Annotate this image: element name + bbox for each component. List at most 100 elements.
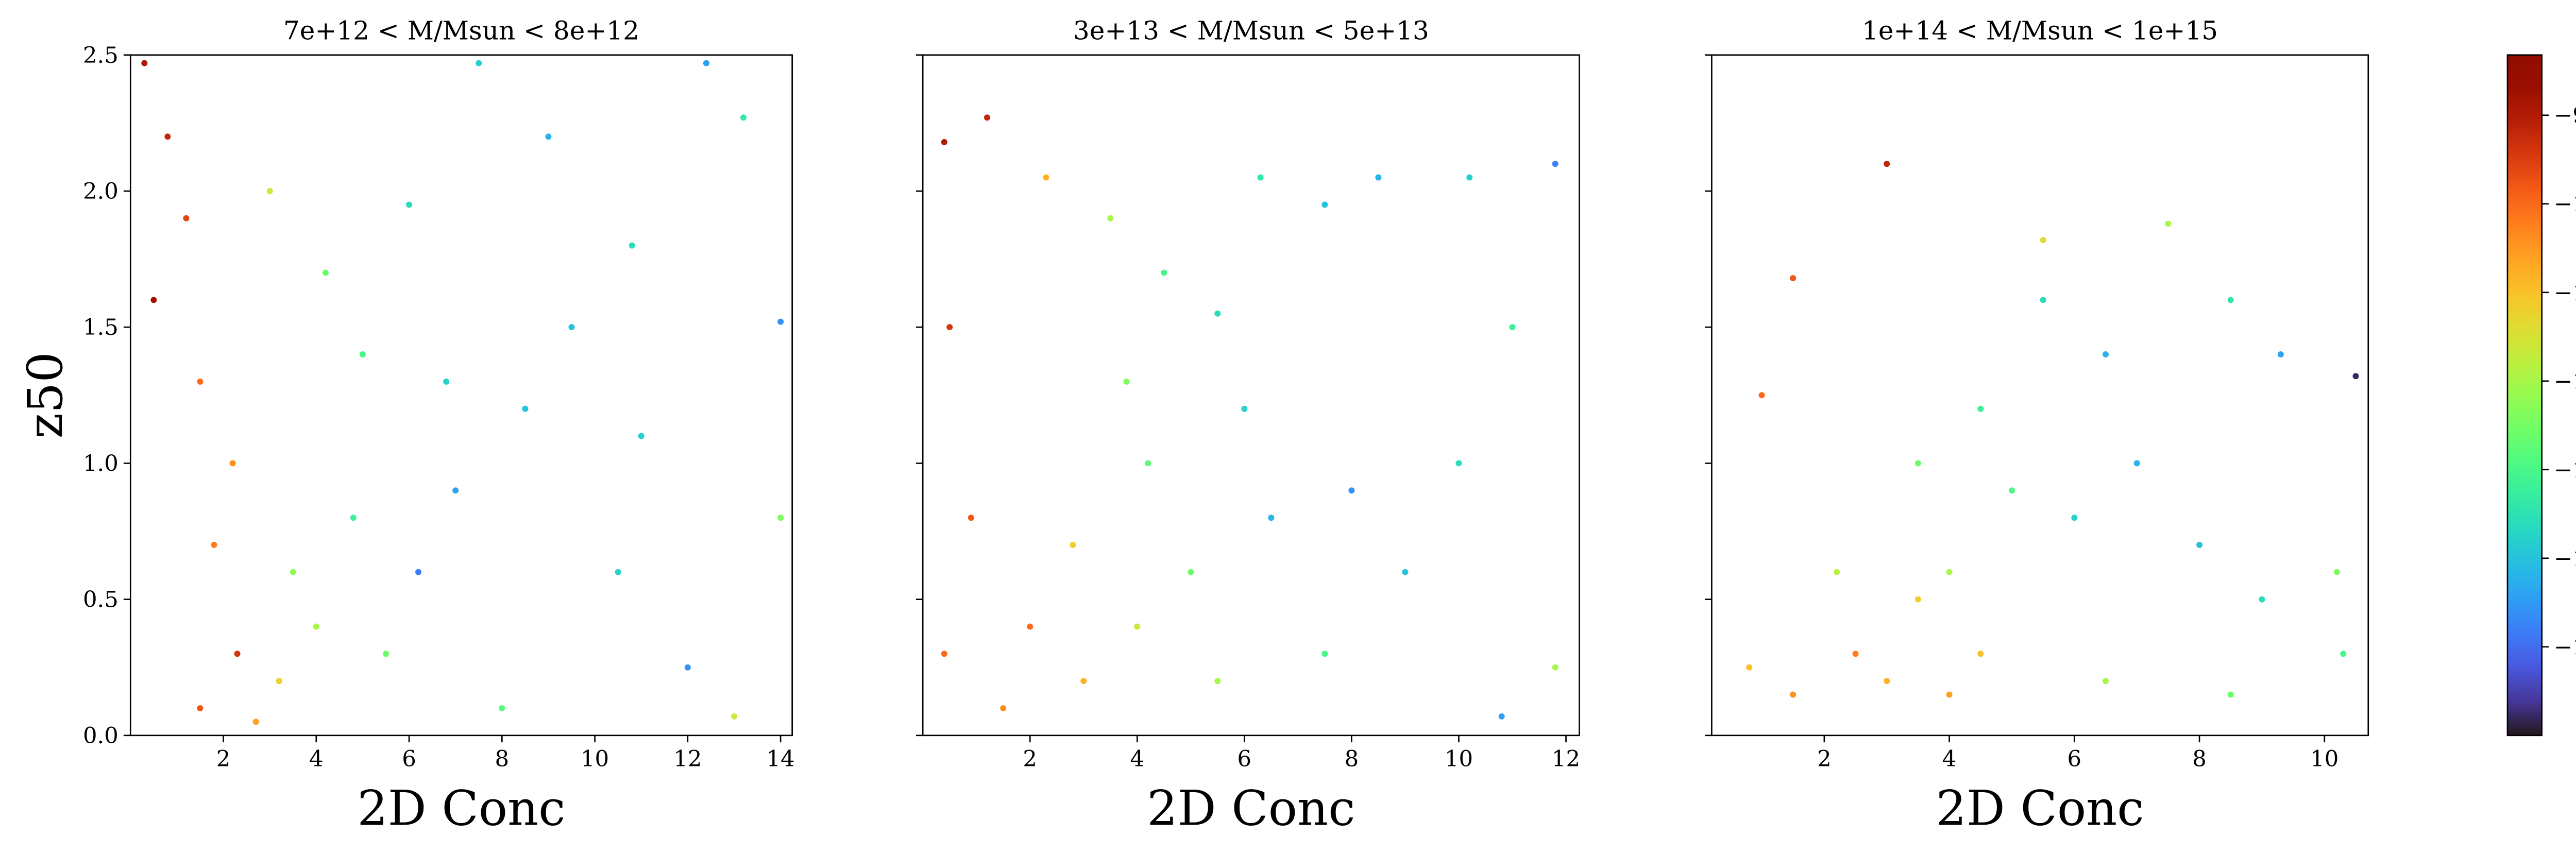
point	[545, 133, 552, 140]
point	[164, 133, 171, 140]
point	[968, 515, 974, 521]
point	[2227, 691, 2234, 698]
x-tick-label: 6	[1238, 746, 1252, 772]
point	[1790, 275, 1797, 282]
x-tick-label: 4	[309, 746, 324, 772]
y-tick-label: 2.0	[83, 179, 118, 204]
colorbar-tick-label: −12.0	[2554, 546, 2576, 572]
y-tick-label: 1.0	[83, 451, 118, 476]
point	[2352, 373, 2359, 380]
point	[1455, 460, 1462, 467]
colorbar-tick-label: −12.5	[2554, 635, 2576, 660]
point	[1321, 651, 1328, 657]
point	[1852, 651, 1859, 657]
x-tick-label: 4	[1942, 746, 1957, 772]
point	[2334, 569, 2341, 575]
point	[1134, 623, 1141, 630]
point	[1746, 664, 1753, 671]
point	[777, 318, 784, 325]
point	[1268, 515, 1275, 521]
point	[1977, 405, 1984, 412]
point	[1509, 324, 1516, 331]
x-tick-label: 14	[767, 746, 795, 772]
x-tick-label: 2	[1817, 746, 1832, 772]
point	[2277, 351, 2284, 358]
x-tick-label: 12	[673, 746, 702, 772]
point	[1257, 174, 1264, 181]
point	[350, 515, 357, 521]
point	[1466, 174, 1473, 181]
point	[2227, 297, 2234, 303]
point	[2259, 596, 2265, 603]
point	[1914, 596, 1921, 603]
x-tick-label: 8	[1345, 746, 1359, 772]
x-tick-label: 10	[1445, 746, 1473, 772]
point	[703, 60, 709, 66]
point	[211, 541, 217, 548]
point	[615, 569, 621, 575]
point	[1070, 541, 1076, 548]
point	[777, 515, 784, 521]
point	[2040, 237, 2046, 244]
point	[522, 405, 529, 412]
point	[1884, 161, 1890, 167]
point	[415, 569, 422, 575]
x-tick-label: 10	[581, 746, 609, 772]
colorbar	[2506, 54, 2543, 737]
point	[234, 651, 241, 657]
x-tick-label: 2	[1023, 746, 1037, 772]
point	[2165, 220, 2172, 227]
point	[276, 678, 282, 685]
point	[266, 187, 273, 194]
point	[476, 60, 482, 66]
point	[359, 351, 366, 358]
y-tick-label: 1.5	[83, 315, 118, 340]
point	[1123, 378, 1130, 385]
point	[252, 719, 259, 725]
point	[1161, 269, 1167, 276]
point	[1977, 651, 1984, 657]
point	[1080, 678, 1087, 685]
point	[382, 651, 389, 657]
point	[229, 460, 236, 467]
point	[443, 378, 450, 385]
x-tick-label: 12	[1552, 746, 1580, 772]
point	[1758, 392, 1765, 399]
point	[1498, 713, 1505, 720]
x-axis-label: 2D Conc	[1147, 780, 1355, 836]
point	[2196, 541, 2203, 548]
panel-title: 7e+12 < M/Msun < 8e+12	[283, 16, 639, 46]
y-axis-label: z50	[18, 352, 74, 438]
point	[1000, 705, 1007, 711]
point	[1188, 569, 1194, 575]
point	[197, 705, 204, 711]
point	[1402, 569, 1409, 575]
x-tick-label: 10	[2310, 746, 2338, 772]
point	[946, 324, 953, 331]
x-tick-label: 6	[402, 746, 416, 772]
x-tick-label: 4	[1130, 746, 1144, 772]
point	[1790, 691, 1797, 698]
point	[2103, 678, 2109, 685]
point	[1241, 405, 1248, 412]
point	[568, 324, 575, 331]
colorbar-tick-label: −10.0	[2554, 192, 2576, 217]
panel-title: 3e+13 < M/Msun < 5e+13	[1073, 16, 1429, 46]
plot-frame	[922, 54, 1580, 737]
point	[2071, 515, 2078, 521]
x-tick-label: 6	[2067, 746, 2082, 772]
point	[150, 297, 157, 303]
point	[1107, 215, 1114, 221]
point	[1946, 569, 1953, 575]
point	[684, 664, 691, 671]
x-tick-label: 2	[216, 746, 231, 772]
x-axis-label: 2D Conc	[357, 780, 565, 836]
point	[1043, 174, 1049, 181]
point	[941, 651, 947, 657]
point	[984, 114, 991, 121]
point	[2340, 651, 2347, 657]
point	[2133, 460, 2140, 467]
point	[740, 114, 747, 121]
